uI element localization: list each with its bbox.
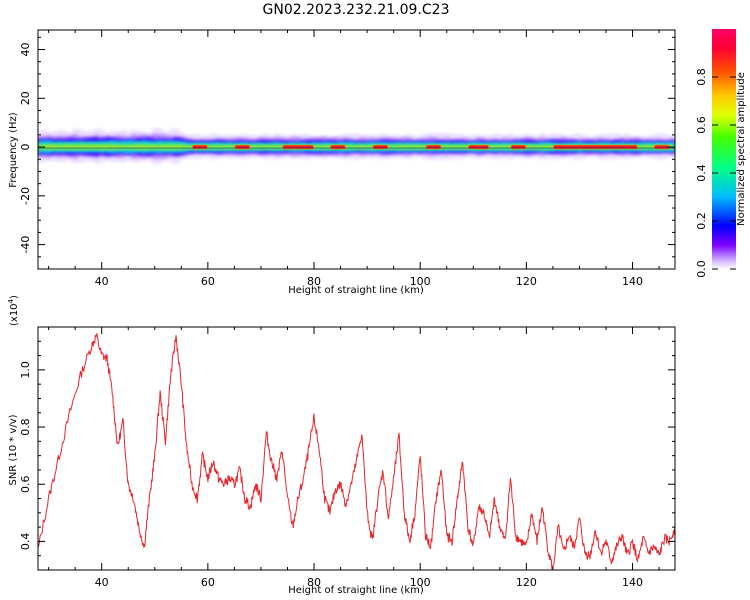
colorbar-tick-label: 0.6	[695, 116, 708, 134]
spectrogram-ytick-label: 0	[19, 144, 32, 151]
snr-frame	[37, 326, 676, 571]
colorbar-tick-label: 0.8	[695, 68, 708, 86]
snr-yscale: (x104)	[7, 295, 20, 326]
spectrogram-ytick-label: 20	[19, 91, 32, 105]
snr-ytick-label: 1.0	[19, 361, 32, 379]
spectrogram-panel: 40 60 80 100 120 140 -40 -20 0 20 40 Height of str…	[8, 29, 676, 296]
spectrogram-xtick-label: 100	[410, 275, 431, 288]
snr-xtick-label: 100	[410, 576, 431, 589]
spectrogram-ylabel: Frequency (Hz)	[8, 112, 19, 188]
snr-xtick-label: 80	[307, 576, 321, 589]
snr-ticks: 40 60 80 100 120 140 0.4 0.6 0.8 1.0	[19, 327, 675, 589]
figure-title: GN02.2023.232.21.09.C23	[263, 2, 450, 18]
snr-ytick-label: 0.8	[19, 418, 32, 436]
spectrogram-xtick-label: 140	[622, 275, 643, 288]
snr-xtick-label: 60	[201, 576, 215, 589]
spectrogram-xlabel: Height of straight line (km)	[288, 285, 424, 296]
snr-panel: 40 60 80 100 120 140 0.4 0.6 0.8 1.0 Height of st…	[7, 295, 676, 596]
spectrogram-ytick-label: -20	[19, 187, 32, 205]
snr-xtick-label: 140	[622, 576, 643, 589]
spectral-band	[38, 127, 675, 165]
spectrogram-ticks: 40 60 80 100 120 140 -40 -20 0 20 40	[19, 30, 675, 288]
spectrogram-xtick-label: 120	[516, 275, 537, 288]
spectrogram-frame	[37, 29, 676, 270]
colorbar-tick-label: 0.2	[695, 212, 708, 230]
snr-xtick-label: 120	[516, 576, 537, 589]
snr-yscale-exponent: 4	[7, 298, 15, 303]
snr-xlabel: Height of straight line (km)	[288, 585, 424, 596]
colorbar-ticks: 0.0 0.2 0.4 0.6 0.8	[695, 68, 736, 278]
snr-yscale-close: )	[9, 295, 20, 299]
colorbar-tick-label: 0.0	[695, 260, 708, 278]
spectrogram-ytick-label: 40	[19, 43, 32, 57]
spectrogram-xtick-label: 60	[201, 275, 215, 288]
snr-yscale-base: (x10	[9, 303, 20, 326]
snr-ytick-label: 0.4	[19, 533, 32, 551]
spectrogram-xtick-label: 40	[95, 275, 109, 288]
snr-series-line	[38, 333, 675, 570]
colorbar: 0.0 0.2 0.4 0.6 0.8 Normalized spectral ampl…	[695, 29, 747, 278]
spectrogram-ytick-label: -40	[19, 236, 32, 254]
spectrogram-xtick-label: 80	[307, 275, 321, 288]
snr-ylabel: SNR (10 * v/v)	[8, 414, 19, 485]
colorbar-gradient	[712, 29, 736, 269]
colorbar-label: Normalized spectral amplitude	[736, 72, 747, 226]
colorbar-tick-label: 0.4	[695, 164, 708, 182]
snr-xtick-label: 40	[95, 576, 109, 589]
snr-ytick-label: 0.6	[19, 475, 32, 493]
